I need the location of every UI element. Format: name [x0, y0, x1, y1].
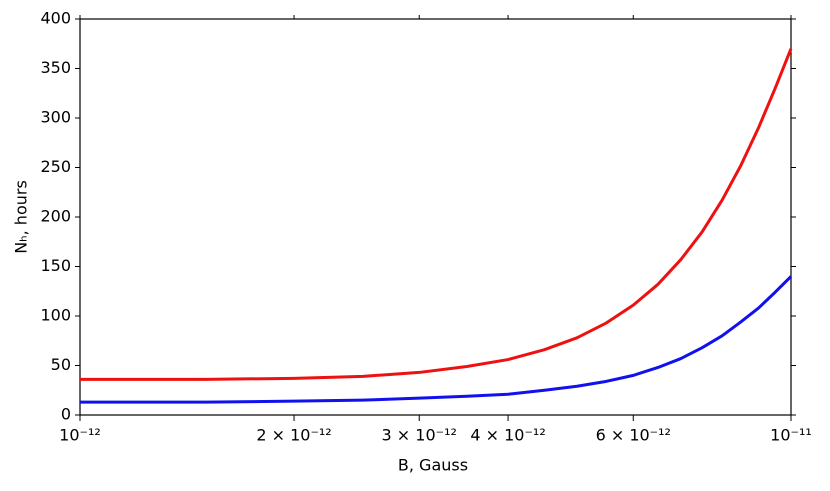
y-tick-label: 150 [40, 256, 71, 275]
y-tick-label: 400 [40, 9, 71, 28]
y-axis-label: Nₕ, hours [12, 180, 31, 254]
x-tick-label: 2 × 10⁻¹² [256, 426, 331, 445]
x-axis-label: B, Gauss [398, 456, 468, 475]
y-tick-label: 250 [40, 157, 71, 176]
y-tick-label: 100 [40, 306, 71, 325]
x-tick-label: 6 × 10⁻¹² [596, 426, 671, 445]
y-tick-label: 350 [40, 58, 71, 77]
x-tick-label: 10⁻¹² [59, 426, 101, 445]
series-line [80, 48, 793, 381]
x-tick-label: 4 × 10⁻¹² [470, 426, 545, 445]
x-tick-label: 3 × 10⁻¹² [382, 426, 457, 445]
y-tick-label: 200 [40, 207, 71, 226]
y-tick-label: 0 [61, 405, 71, 424]
series-line [80, 275, 793, 404]
y-tick-label: 300 [40, 108, 71, 127]
x-tick-label: 10⁻¹¹ [770, 426, 812, 445]
y-tick-label: 50 [51, 355, 71, 374]
